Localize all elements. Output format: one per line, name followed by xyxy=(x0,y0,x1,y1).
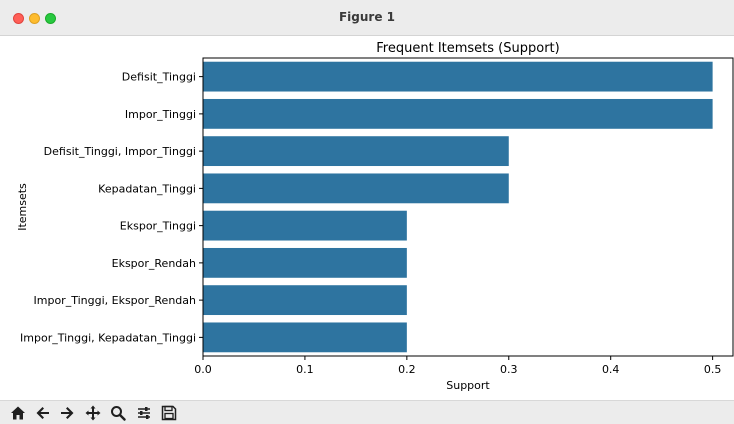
save-button[interactable] xyxy=(159,403,179,423)
bar xyxy=(203,61,713,92)
home-icon xyxy=(11,406,25,420)
y-tick-label: Impor_Tinggi xyxy=(125,108,196,121)
bar xyxy=(203,322,407,353)
x-tick-label: 0.3 xyxy=(500,363,518,376)
home-button[interactable] xyxy=(8,403,28,423)
window-title: Figure 1 xyxy=(338,10,396,24)
window-titlebar: Figure 1 xyxy=(0,0,734,36)
bar xyxy=(203,136,509,167)
y-tick-label: Defisit_Tinggi xyxy=(122,71,196,84)
configure-subplots-button[interactable] xyxy=(134,403,154,423)
save-icon xyxy=(161,405,177,421)
y-tick-label: Kepadatan_Tinggi xyxy=(98,182,196,195)
navigation-toolbar xyxy=(0,400,734,424)
pan-button[interactable] xyxy=(83,403,103,423)
x-tick-label: 0.5 xyxy=(704,363,722,376)
zoom-window-button[interactable] xyxy=(45,13,56,24)
x-tick-label: 0.1 xyxy=(296,363,314,376)
bar xyxy=(203,285,407,316)
bar xyxy=(203,173,509,204)
x-tick-label: 0.0 xyxy=(194,363,212,376)
bar xyxy=(203,210,407,241)
chart-title: Frequent Itemsets (Support) xyxy=(376,41,559,56)
forward-button[interactable] xyxy=(57,403,77,423)
pan-icon xyxy=(85,405,101,421)
y-tick-label: Impor_Tinggi, Kepadatan_Tinggi xyxy=(20,331,196,344)
figure-canvas: Defisit_Tinggi Impor_Tinggi Defisit_Tinggi… xyxy=(0,36,734,400)
y-tick-label: Defisit_Tinggi, Impor_Tinggi xyxy=(44,145,196,158)
bar-chart: Defisit_Tinggi Impor_Tinggi Defisit_Tinggi… xyxy=(16,41,734,392)
y-tick-label: Ekspor_Tinggi xyxy=(120,220,196,233)
plot-frame xyxy=(202,57,734,357)
y-tick-label: Impor_Tinggi, Ekspor_Rendah xyxy=(34,294,197,307)
back-button[interactable] xyxy=(33,403,53,423)
x-tick-label: 0.2 xyxy=(398,363,416,376)
minimize-window-button[interactable] xyxy=(29,13,40,24)
y-tick-label: Ekspor_Rendah xyxy=(112,257,196,270)
zoom-button[interactable] xyxy=(108,403,128,423)
y-axis-label: Itemsets xyxy=(16,183,29,231)
bar xyxy=(203,98,713,129)
back-arrow-icon xyxy=(36,407,49,419)
x-tick-label: 0.4 xyxy=(602,363,620,376)
forward-arrow-icon xyxy=(61,407,74,419)
close-window-button[interactable] xyxy=(13,13,24,24)
configure-subplots-icon xyxy=(138,407,150,419)
bar xyxy=(203,247,407,278)
x-axis-label: Support xyxy=(446,379,490,392)
zoom-icon xyxy=(111,406,126,421)
